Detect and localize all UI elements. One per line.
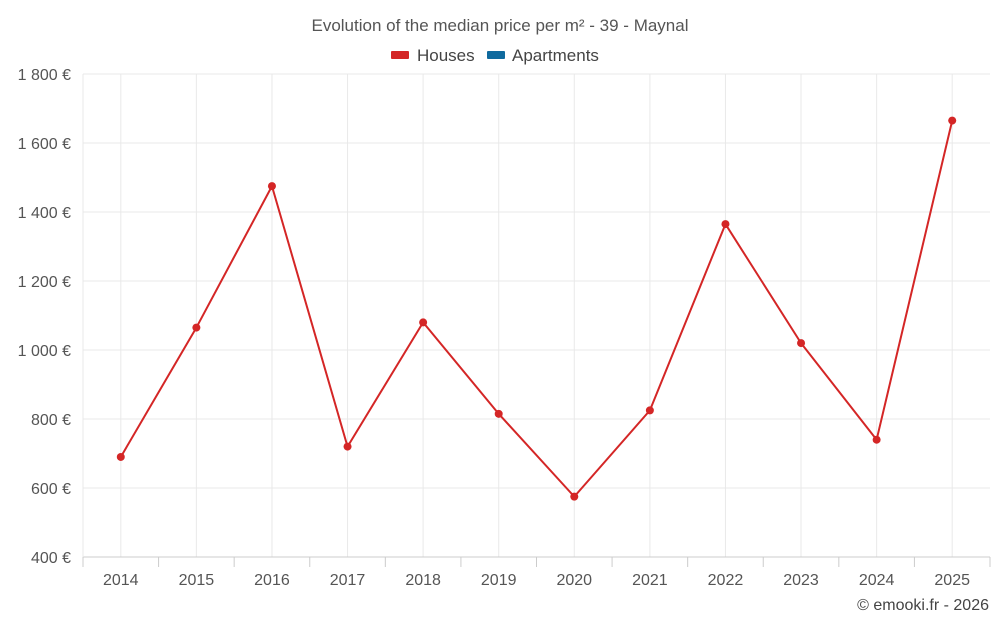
y-tick-label: 1 400 €	[18, 205, 71, 222]
x-tick-label: 2019	[481, 572, 517, 589]
y-axis-labels: 400 € 600 € 800 € 1 000 € 1 200 € 1 400 € 1 60…	[18, 67, 71, 567]
y-tick-label: 1 800 €	[18, 67, 71, 84]
x-tick-label: 2017	[330, 572, 366, 589]
legend-item-houses[interactable]: Houses	[391, 46, 475, 65]
y-tick-label: 1 600 €	[18, 136, 71, 153]
x-tick-label: 2022	[708, 572, 744, 589]
credit-text: © emooki.fr - 2026	[857, 597, 989, 614]
series-line-houses	[119, 120, 954, 498]
data-point-2025[interactable]	[948, 116, 957, 125]
y-tick-label: 1 200 €	[18, 274, 71, 291]
x-tick-label: 2018	[405, 572, 441, 589]
legend-label-apartments: Apartments	[512, 46, 599, 65]
legend-label-houses: Houses	[417, 46, 475, 65]
x-tick-label: 2025	[934, 572, 970, 589]
data-point-2018[interactable]	[419, 318, 428, 327]
legend-swatch-apartments	[487, 51, 505, 59]
data-point-2021[interactable]	[645, 406, 654, 415]
x-tick-label: 2015	[179, 572, 215, 589]
data-point-2023[interactable]	[797, 339, 806, 348]
grid	[83, 73, 990, 557]
data-point-2014[interactable]	[116, 452, 125, 461]
x-tick-label: 2020	[556, 572, 592, 589]
data-point-2017[interactable]	[343, 442, 352, 451]
y-tick-label: 1 000 €	[18, 343, 71, 360]
data-point-2015[interactable]	[192, 323, 201, 332]
data-point-2019[interactable]	[494, 409, 503, 418]
legend-item-apartments[interactable]: Apartments	[487, 46, 599, 65]
data-point-2016[interactable]	[267, 182, 276, 191]
data-point-2020[interactable]	[570, 492, 579, 501]
series-houses	[116, 116, 957, 501]
x-tick-label: 2021	[632, 572, 668, 589]
legend-swatch-houses	[391, 51, 409, 59]
x-tick-label: 2023	[783, 572, 819, 589]
x-tick-label: 2024	[859, 572, 895, 589]
y-tick-label: 800 €	[31, 412, 71, 429]
y-tick-label: 600 €	[31, 481, 71, 498]
x-axis-labels: 2014 2015 2016 2017 2018 2019 2020 2021 2022 2023…	[103, 572, 970, 589]
data-point-2022[interactable]	[721, 220, 730, 229]
data-point-2024[interactable]	[872, 435, 881, 444]
chart-title: Evolution of the median price per m² - 3…	[311, 16, 688, 35]
x-tick-label: 2014	[103, 572, 139, 589]
x-tick-label: 2016	[254, 572, 290, 589]
y-tick-label: 400 €	[31, 550, 71, 567]
legend: Houses Apartments	[391, 46, 599, 65]
axes	[82, 74, 991, 567]
